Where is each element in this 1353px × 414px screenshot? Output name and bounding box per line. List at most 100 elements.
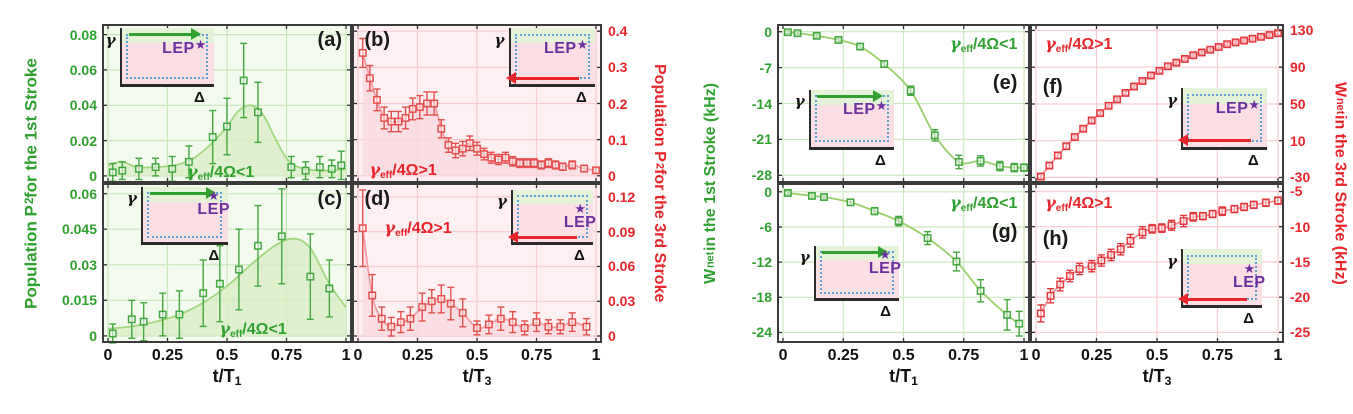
y-tick-label: 0.045 <box>61 221 97 238</box>
regime-annotation-e: γeff/4Ω<1 <box>950 33 1018 55</box>
panel-f: 130 90 50 10 -30 (f) γeff/4Ω>1 γ LEP★ Δ <box>1030 23 1313 184</box>
lep-star-icon: ★ <box>1248 96 1261 112</box>
panel-letter-c: (c) <box>317 187 342 210</box>
y-tick-label: 0 <box>89 327 97 344</box>
panel-a: 0 0.02 0.04 0.06 0.08 (a) γeff/4Ω<1 γ LEP★ Δ <box>70 24 352 183</box>
y-tick-label: 0 <box>608 328 616 345</box>
inset-parameter-plane: LEP★ <box>119 28 214 87</box>
inset-parameter-plane: ★ LEP <box>141 186 230 246</box>
inset-lep-marker: LEP★ <box>1216 98 1260 117</box>
y-tick-label: -14 <box>751 95 772 112</box>
inset-green-arrow-icon <box>129 28 201 41</box>
x-tick-label: 1 <box>591 347 601 364</box>
inset-diagram-h: γ ★ LEP Δ <box>1167 247 1265 327</box>
y-tick-label: -7 <box>759 59 772 76</box>
x-tick-label: 0 <box>103 347 113 364</box>
regime-annotation-d: γeff/4Ω>1 <box>384 218 452 240</box>
lep-label: LEP <box>543 39 577 57</box>
y-tick-label: -5 <box>1290 183 1303 200</box>
inset-delta-axis-label: Δ <box>573 247 585 265</box>
y-tick-label: 0.1 <box>608 131 628 148</box>
lep-star-icon: ★ <box>207 188 220 204</box>
regime-annotation-c: γeff/4Ω<1 <box>219 318 287 340</box>
inset-lep-marker: LEP★ <box>162 38 206 57</box>
inset-delta-axis-label: Δ <box>880 303 891 321</box>
lep-star-icon: ★ <box>1243 261 1256 277</box>
inset-parameter-plane: ★ LEP <box>1178 249 1265 308</box>
y-tick-label: 0.4 <box>608 23 628 40</box>
panel-letter-g: (g) <box>991 221 1018 244</box>
lep-star-icon: ★ <box>875 98 888 114</box>
inset-gamma-axis-label: γ <box>799 248 810 267</box>
y-tick-label: 0.04 <box>69 97 97 114</box>
panel-c: 0 0.015 0.03 0.045 0.06 0 0.25 0.5 0.75 1 (c) γeff/… <box>62 183 352 364</box>
inset-green-arrow-icon <box>817 89 883 102</box>
y-tick-label: -15 <box>1290 253 1311 270</box>
y-tick-label: 0.06 <box>69 185 97 202</box>
lep-label: LEP <box>1215 99 1249 117</box>
panel-h: -5 -10 -15 -20 -25 0 0.25 0.5 0.75 1 (h) γeff/4Ω>1 γ… <box>1030 183 1310 364</box>
y-tick-label: -20 <box>1290 289 1311 306</box>
panel-letter-a: (a) <box>317 28 342 51</box>
x-tick-label: 0.5 <box>892 347 915 364</box>
inset-delta-axis-label: Δ <box>875 151 886 169</box>
inset-delta-axis-label: Δ <box>1247 151 1259 169</box>
inset-diagram-b: γ LEP★ Δ <box>495 26 598 106</box>
y-tick-label: 0.08 <box>69 26 97 43</box>
x-tick-label: 0.25 <box>401 347 434 364</box>
x-tick-label: 0.75 <box>520 347 553 364</box>
y-tick-label: 0.06 <box>69 61 97 78</box>
inset-diagram-g: γ ★ LEP Δ <box>799 244 902 321</box>
y-tick-label: -10 <box>1290 218 1311 235</box>
y-tick-label: 0.09 <box>608 223 636 240</box>
inset-gamma-axis-label: γ <box>105 30 116 49</box>
regime-annotation-b: γeff/4Ω>1 <box>369 160 437 182</box>
panel-letter-b: (b) <box>364 28 391 51</box>
regime-annotation-f: γeff/4Ω>1 <box>1045 33 1113 55</box>
lep-label: LEP <box>842 101 876 119</box>
panel-d: 0 0.03 0.06 0.09 0.12 0 0.25 0.5 0.75 1 (d) γeff/4Ω… <box>352 183 635 364</box>
inset-parameter-plane: ★ LEP <box>813 245 902 302</box>
inset-gamma-axis-label: γ <box>1167 251 1178 270</box>
inset-lep-marker: LEP★ <box>544 38 588 57</box>
regime-annotation-a: γeff/4Ω<1 <box>187 162 255 183</box>
x-tick-label: 0.75 <box>270 347 303 364</box>
inset-delta-axis-label: Δ <box>1243 309 1255 327</box>
inset-diagram-a: γ LEP★ Δ <box>105 26 216 106</box>
regime-annotation-g: γeff/4Ω<1 <box>950 192 1018 214</box>
inset-parameter-plane: ★ LEP <box>507 189 596 246</box>
inset-gamma-axis-label: γ <box>1167 90 1178 109</box>
y-tick-label: 0 <box>764 183 772 200</box>
inset-diagram-f: γ LEP★ Δ <box>1167 86 1269 169</box>
panel-letter-d: (d) <box>364 187 391 210</box>
inset-red-arrow-icon <box>1178 134 1251 147</box>
inset-parameter-plane: LEP★ <box>1178 88 1267 150</box>
inset-green-strip <box>1183 88 1267 104</box>
panel-e: 0 -7 -14 -21 -28 (e) γeff/4Ω<1 γ LEP★ Δ <box>752 24 1030 183</box>
inset-gamma-axis-label: γ <box>794 92 805 111</box>
x-axis-label-t-T1-left-group: t/T1 <box>212 366 242 389</box>
x-tick-label: 1 <box>341 347 351 364</box>
inset-red-arrow-icon <box>505 71 579 84</box>
inset-lep-marker: ★ LEP <box>1233 262 1266 291</box>
inset-diagram-d: γ ★ LEP Δ <box>497 188 596 265</box>
x-axis-label-t-T1-right-group: t/T1 <box>889 366 918 389</box>
y-tick-label: 0.06 <box>608 258 636 275</box>
y-tick-label: 0.015 <box>61 292 97 309</box>
lep-label: LEP <box>868 260 902 278</box>
y-tick-label: -6 <box>759 218 772 235</box>
y-tick-label: 130 <box>1290 22 1314 39</box>
y-tick-label: 0.03 <box>608 293 636 310</box>
y-tick-label: 0 <box>608 167 616 184</box>
x-tick-label: 0 <box>1031 347 1041 364</box>
regime-annotation-h: γeff/4Ω>1 <box>1045 192 1113 214</box>
y-tick-label: -12 <box>751 254 772 271</box>
inset-delta-axis-label: Δ <box>193 88 205 106</box>
panel-letter-h: (h) <box>1042 227 1069 250</box>
x-tick-label: 0.75 <box>948 347 980 364</box>
